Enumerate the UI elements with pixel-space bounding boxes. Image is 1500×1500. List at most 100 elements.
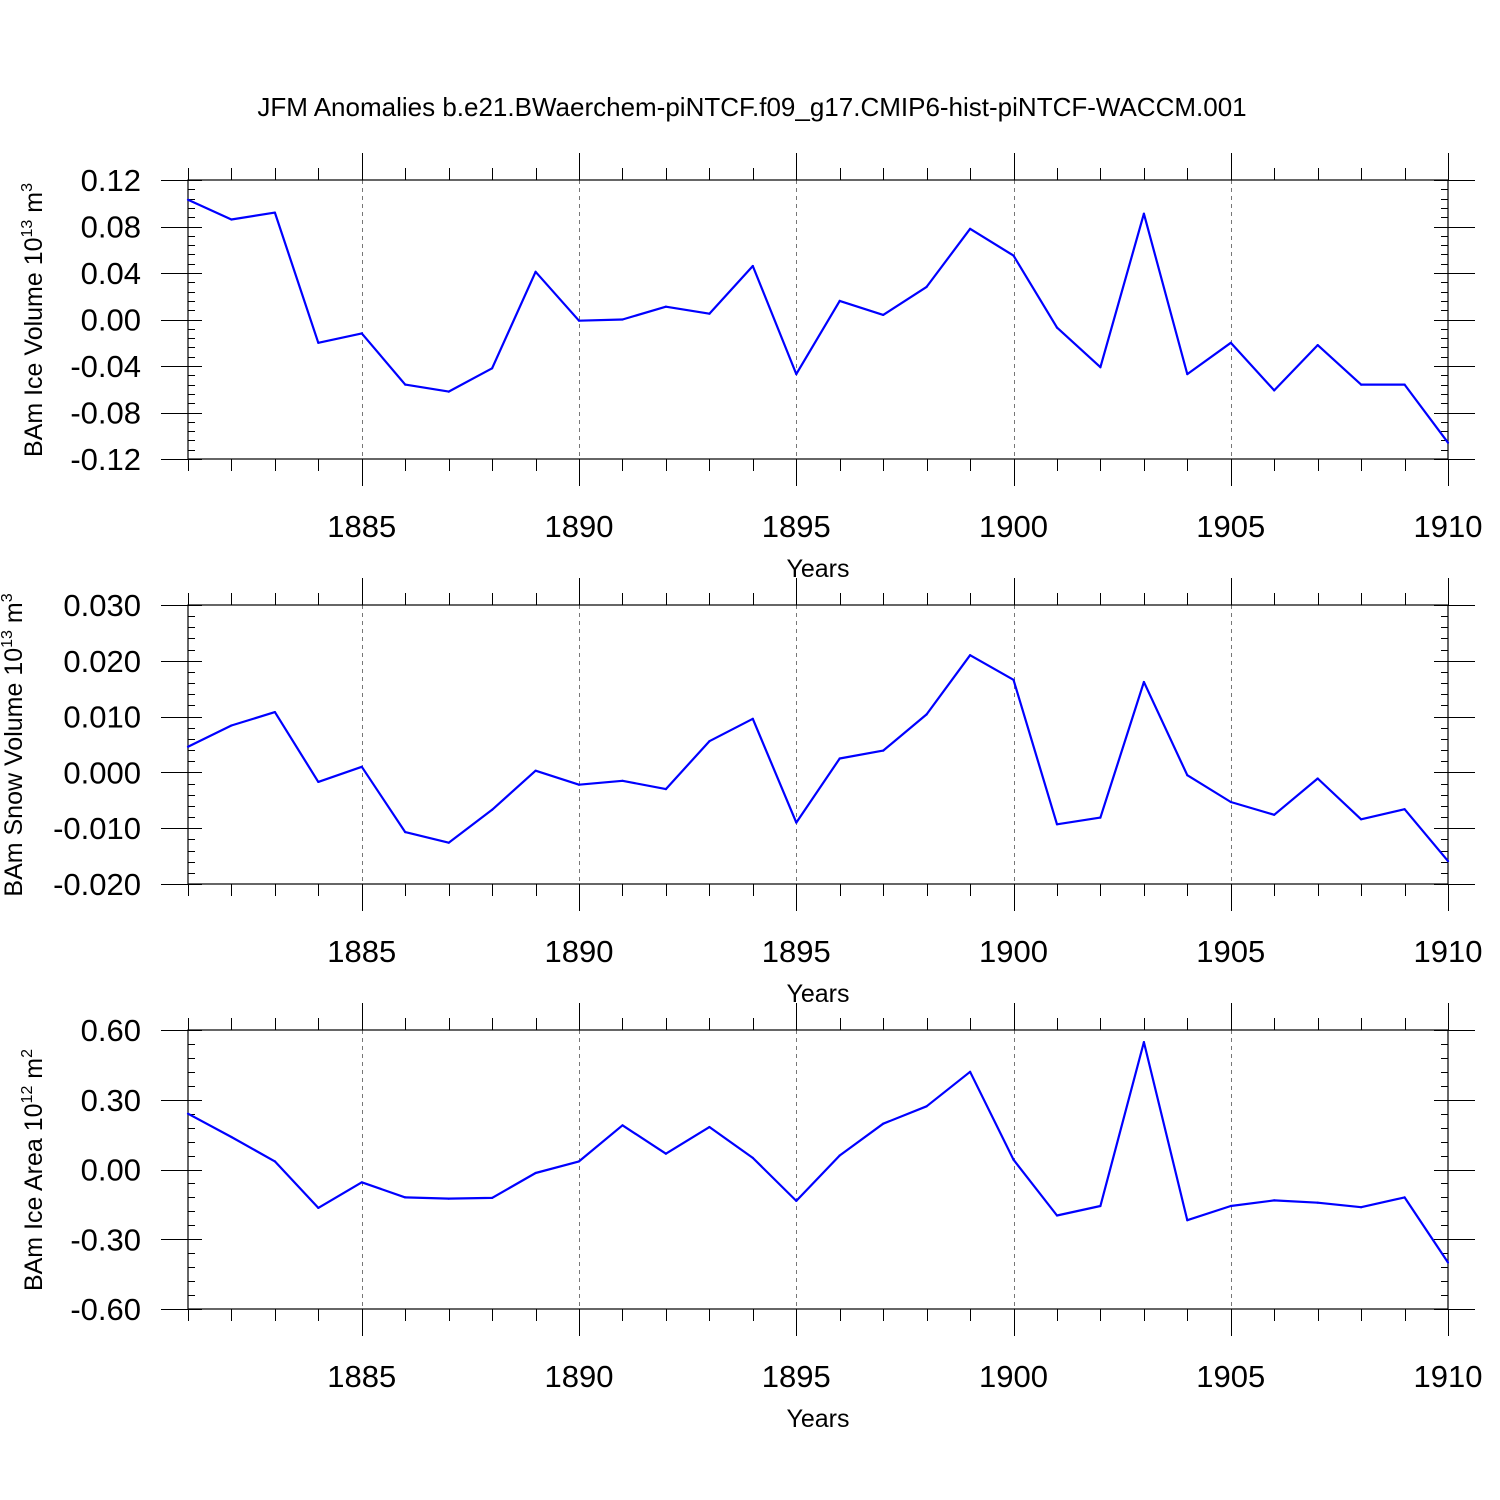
y-axis-label: BAm Ice Volume 1013 m3 bbox=[19, 183, 48, 457]
data-point bbox=[838, 299, 841, 302]
data-point bbox=[751, 264, 754, 268]
data-point bbox=[534, 769, 537, 772]
data-point bbox=[1316, 344, 1319, 347]
y-tick-label: 0.04 bbox=[81, 256, 141, 291]
data-point bbox=[1360, 383, 1363, 386]
data-point bbox=[621, 779, 624, 782]
y-tick-label: 0.12 bbox=[81, 163, 141, 198]
data-point bbox=[1316, 1201, 1319, 1204]
data-point bbox=[186, 1112, 190, 1115]
data-point bbox=[1360, 1206, 1363, 1209]
data-point bbox=[273, 1160, 276, 1163]
series-line bbox=[187, 198, 1449, 444]
y-axis-label-text: BAm Ice Area 10 bbox=[20, 1103, 48, 1291]
x-tick-label: 1895 bbox=[762, 934, 831, 969]
data-point bbox=[838, 1154, 841, 1157]
y-tick-label: 0.020 bbox=[63, 644, 141, 679]
data-point bbox=[491, 808, 494, 811]
data-point bbox=[1099, 366, 1102, 369]
data-point bbox=[621, 1124, 624, 1127]
data-point bbox=[708, 312, 711, 315]
data-point bbox=[230, 1135, 233, 1139]
data-point bbox=[1012, 1158, 1015, 1161]
x-tick-label: 1885 bbox=[327, 509, 396, 544]
y-tick-label: 0.00 bbox=[81, 303, 141, 338]
data-point bbox=[491, 1196, 494, 1199]
y-tick-label: -0.60 bbox=[70, 1292, 141, 1327]
data-point bbox=[534, 1171, 537, 1175]
data-point bbox=[925, 285, 928, 288]
plot-frame bbox=[187, 604, 1449, 885]
data-point bbox=[969, 1070, 972, 1073]
x-tick-label: 1885 bbox=[327, 934, 396, 969]
x-tick-label: 1910 bbox=[1414, 934, 1483, 969]
data-point bbox=[447, 841, 450, 844]
data-point bbox=[360, 765, 363, 768]
data-point bbox=[1186, 373, 1189, 376]
y-axis-label-exponent: 12 bbox=[19, 1086, 36, 1104]
data-point bbox=[273, 211, 276, 214]
data-point bbox=[1360, 818, 1363, 821]
y-tick-label: 0.010 bbox=[63, 700, 141, 735]
data-point bbox=[230, 724, 233, 727]
y-axis-label-unit: m bbox=[20, 1058, 48, 1086]
x-tick-label: 1890 bbox=[545, 509, 614, 544]
data-point bbox=[273, 711, 276, 714]
x-tick-label: 1905 bbox=[1196, 1359, 1265, 1394]
data-point bbox=[1142, 212, 1145, 215]
data-point bbox=[1055, 1214, 1059, 1217]
data-point bbox=[360, 1181, 363, 1184]
data-point bbox=[1229, 341, 1232, 344]
data-point bbox=[1273, 813, 1276, 816]
y-tick-label: 0.030 bbox=[63, 588, 141, 623]
data-point bbox=[186, 198, 190, 201]
x-tick-label: 1905 bbox=[1196, 934, 1265, 969]
x-tick-label: 1900 bbox=[979, 509, 1048, 544]
data-point bbox=[1229, 1204, 1232, 1208]
data-point bbox=[1186, 1219, 1189, 1222]
data-point bbox=[1273, 1199, 1276, 1202]
data-point bbox=[1099, 816, 1102, 819]
data-point bbox=[534, 270, 537, 273]
x-tick-label: 1900 bbox=[979, 934, 1048, 969]
y-axis-label-text: BAm Ice Volume 10 bbox=[20, 237, 48, 457]
data-point bbox=[577, 319, 581, 322]
y-axis-label-unit: m bbox=[0, 602, 28, 630]
y-axis-label: BAm Ice Area 1012 m2 bbox=[19, 1049, 48, 1291]
plot-frame bbox=[187, 179, 1449, 460]
data-point bbox=[621, 318, 624, 321]
y-axis-label-unit-exponent: 3 bbox=[19, 183, 36, 192]
x-tick-label: 1910 bbox=[1414, 1359, 1483, 1394]
y-axis-label-text: BAm Snow Volume 10 bbox=[0, 648, 28, 897]
y-tick-label: -0.12 bbox=[70, 442, 141, 477]
data-point bbox=[317, 1206, 320, 1209]
data-point bbox=[1446, 1261, 1450, 1264]
data-point bbox=[1229, 800, 1232, 804]
data-point bbox=[1099, 1204, 1102, 1208]
data-point bbox=[1403, 383, 1406, 386]
data-point bbox=[1446, 441, 1450, 444]
panel-1: 0.12 0.08 0.04 0.00 -0.04 -0.08 -0.12 1885 1890 1… bbox=[19, 153, 1482, 583]
y-tick-label: -0.30 bbox=[70, 1222, 141, 1257]
data-point bbox=[882, 1122, 885, 1125]
data-point bbox=[795, 1199, 798, 1202]
data-point bbox=[925, 1105, 928, 1108]
y-axis-label-exponent: 13 bbox=[19, 220, 36, 238]
y-tick-label: 0.60 bbox=[81, 1013, 141, 1048]
data-point bbox=[708, 1125, 711, 1129]
y-axis-label-exponent: 13 bbox=[0, 630, 16, 648]
data-point bbox=[1273, 389, 1276, 392]
y-tick-label: 0.30 bbox=[81, 1083, 141, 1118]
data-point bbox=[447, 390, 450, 393]
data-point bbox=[1403, 808, 1406, 811]
data-point bbox=[1186, 774, 1189, 777]
data-point bbox=[751, 717, 754, 720]
plot-frame bbox=[187, 1029, 1449, 1310]
data-point bbox=[317, 780, 320, 784]
y-axis-label-unit-exponent: 2 bbox=[19, 1049, 36, 1058]
y-tick-label: 0.000 bbox=[63, 755, 141, 790]
data-point bbox=[795, 821, 798, 824]
x-tick-label: 1895 bbox=[762, 509, 831, 544]
data-point bbox=[491, 367, 494, 370]
